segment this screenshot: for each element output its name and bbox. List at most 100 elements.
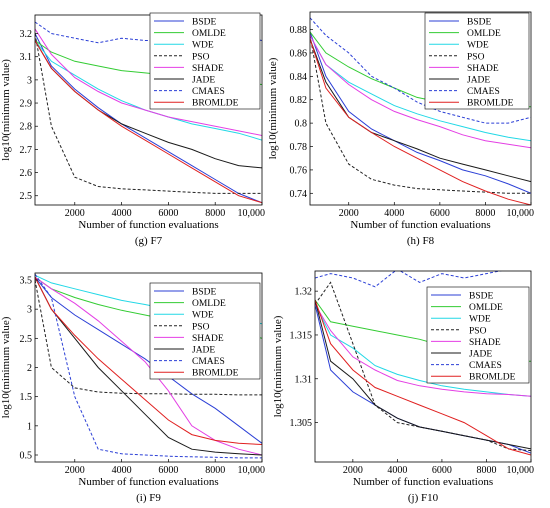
legend-label-wde: WDE <box>192 41 214 51</box>
y-tick-label: 0.88 <box>290 25 308 36</box>
x-tick-label: 6000 <box>432 465 452 476</box>
series-line-wde <box>310 35 531 142</box>
y-tick-label: 0.74 <box>290 189 308 200</box>
y-tick-label: 1.5 <box>20 392 33 403</box>
y-tick-label: 0.78 <box>290 142 308 153</box>
series-line-cmaes <box>35 273 262 459</box>
y-tick-label: 3 <box>27 75 32 86</box>
x-tick-label: 8000 <box>205 465 225 476</box>
y-tick-label: 2.8 <box>20 122 33 133</box>
y-tick-label: 0.84 <box>290 72 308 83</box>
series-line-wde <box>315 304 531 397</box>
panel-caption: (i) F9 <box>136 492 161 504</box>
legend-label-shade: SHADE <box>192 64 224 74</box>
legend-label-cmaes: CMAES <box>467 87 500 97</box>
y-tick-label: 0.82 <box>290 95 308 106</box>
y-tick-label: 0.86 <box>290 48 308 59</box>
axes-frame <box>309 11 532 206</box>
x-tick-label: 4000 <box>384 208 404 219</box>
series-line-cmaes <box>310 17 531 124</box>
series-line-bromlde <box>315 299 531 456</box>
y-tick-label: 3.2 <box>20 29 33 40</box>
legend-box <box>149 282 261 380</box>
x-tick-label: 2000 <box>343 465 363 476</box>
legend-label-bromlde: BROMLDE <box>467 99 514 109</box>
series-line-bsde <box>35 276 262 444</box>
series-line-cmaes <box>35 21 262 44</box>
y-tick-label: 3.1 <box>20 52 33 63</box>
series-line-pso <box>35 279 262 396</box>
panel-caption: (j) F10 <box>408 492 439 504</box>
series-line-bromlde <box>310 38 531 205</box>
x-tick-label: 6000 <box>158 465 178 476</box>
y-axis-label: log10(minimum value) <box>267 57 279 159</box>
x-axis-label: Number of function evaluations <box>78 476 218 488</box>
series-line-shade <box>315 304 531 397</box>
x-tick-label: 2000 <box>65 208 85 219</box>
series-line-pso <box>310 35 531 194</box>
x-tick-label: 4000 <box>112 465 132 476</box>
series-line-jade <box>315 299 531 450</box>
series-line-pso <box>35 33 262 194</box>
y-tick-label: 0.8 <box>295 119 308 130</box>
y-axis-label: log10(minimum value) <box>0 59 12 161</box>
legend-label-jade: JADE <box>192 346 215 356</box>
series-line-bromlde <box>35 40 262 204</box>
y-tick-label: 3 <box>27 305 32 316</box>
x-tick-label: 8000 <box>476 465 496 476</box>
legend-label-pso: PSO <box>469 326 487 336</box>
x-tick-label: 6000 <box>158 208 178 219</box>
legend-label-jade: JADE <box>469 350 492 360</box>
legend-label-bsde: BSDE <box>469 292 493 302</box>
legend-label-shade: SHADE <box>192 334 224 344</box>
legend-label-cmaes: CMAES <box>469 361 502 371</box>
legend-label-pso: PSO <box>467 52 485 62</box>
legend-label-shade: SHADE <box>467 64 499 74</box>
x-tick-label: 4000 <box>387 465 407 476</box>
x-tick-label: 10,000 <box>507 208 535 219</box>
series-line-jade <box>310 38 531 183</box>
x-axis-label: Number of function evaluations <box>353 476 493 488</box>
axes-frame <box>34 14 263 206</box>
legend-label-jade: JADE <box>467 76 490 86</box>
legend-box <box>426 286 530 384</box>
series-group <box>315 271 531 456</box>
x-tick-label: 6000 <box>430 208 450 219</box>
y-tick-label: 3.5 <box>20 276 33 287</box>
x-tick-label: 4000 <box>112 208 132 219</box>
legend-label-cmaes: CMAES <box>192 357 225 367</box>
legend-box <box>149 12 261 110</box>
y-axis-label: log10(minimum value) <box>272 315 284 417</box>
panel-caption: (h) F8 <box>407 235 435 247</box>
y-tick-label: 2.5 <box>20 334 33 345</box>
series-group <box>310 17 531 205</box>
x-tick-label: 2000 <box>65 465 85 476</box>
y-axis-label: log10(minimum value) <box>0 316 12 418</box>
y-tick-label: 1.305 <box>290 418 313 429</box>
x-tick-label: 10,000 <box>238 208 266 219</box>
y-tick-label: 1.31 <box>295 374 313 385</box>
series-line-shade <box>35 276 262 456</box>
series-line-bsde <box>35 33 262 204</box>
panel-h-f8: 2000 4000 6000 8000 10,000 0.74 0.76 0.78 0.8 0.8… <box>267 11 535 247</box>
legend-label-bsde: BSDE <box>192 18 216 28</box>
legend-label-bsde: BSDE <box>467 18 491 28</box>
legend-label-wde: WDE <box>469 315 491 325</box>
x-tick-label: 10,000 <box>238 465 266 476</box>
legend-label-wde: WDE <box>192 311 214 321</box>
series-group <box>35 21 262 204</box>
legend-box <box>424 12 530 110</box>
axes-frame <box>314 270 532 463</box>
legend-label-omlde: OMLDE <box>467 29 501 39</box>
legend-label-pso: PSO <box>192 52 210 62</box>
x-axis-label: Number of function evaluations <box>350 219 490 231</box>
series-line-jade <box>35 276 262 456</box>
y-tick-label: 0.5 <box>20 451 33 462</box>
x-axis-label: Number of function evaluations <box>78 219 218 231</box>
legend-label-jade: JADE <box>192 76 215 86</box>
x-tick-label: 2000 <box>339 208 359 219</box>
x-tick-label: 8000 <box>205 208 225 219</box>
legend-label-pso: PSO <box>192 322 210 332</box>
panel-g-f7: 2000 4000 6000 8000 10,000 2.5 2.6 2.7 2.8 2.9 3 3.… <box>0 12 266 247</box>
